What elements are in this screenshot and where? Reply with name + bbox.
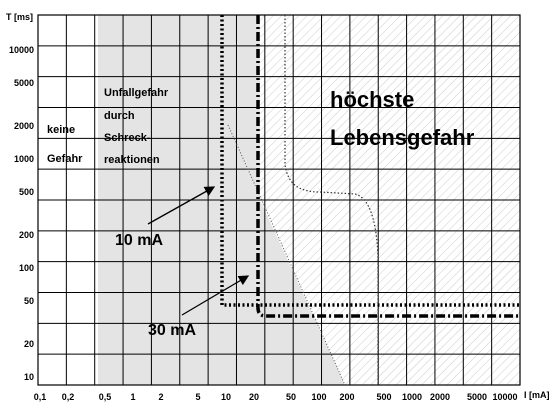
zone-label: reaktionen (104, 154, 160, 166)
line-10ma (220, 15, 520, 307)
x-tick-label: 2 (158, 392, 163, 402)
x-axis-label: I [mA] (524, 390, 550, 400)
y-tick-label: 20 (24, 339, 34, 349)
marker-label: 10 mA (115, 232, 163, 249)
marker-label: 30 mA (148, 322, 196, 339)
x-tick-label: 20 (249, 392, 259, 402)
zone-label: Lebensgefahr (330, 125, 475, 150)
y-tick-label: 100 (19, 263, 34, 273)
x-tick-label: 200 (339, 392, 354, 402)
line-30ma (256, 15, 520, 318)
zone-label: keine (47, 124, 75, 136)
x-tick-label: 50 (286, 392, 296, 402)
y-tick-label: 2000 (14, 121, 34, 131)
y-tick-label: 1000 (14, 154, 34, 164)
x-tick-label: 10000 (492, 392, 517, 402)
x-tick-label: 10 (221, 392, 231, 402)
y-axis-label: T [ms] (6, 12, 33, 22)
x-tick-label: 5000 (467, 392, 487, 402)
x-tick-label: 5 (195, 392, 200, 402)
x-tick-label: 0,2 (62, 392, 75, 402)
boundary-curve (284, 15, 379, 385)
y-tick-label: 50 (24, 296, 34, 306)
y-tick-label: 10000 (9, 45, 34, 55)
x-tick-label: 500 (376, 392, 391, 402)
grid (38, 15, 520, 385)
arrow-10ma (147, 186, 216, 225)
arrow-30ma (181, 275, 250, 316)
zone-label: höchste (330, 87, 414, 112)
y-tick-label: 5000 (14, 78, 34, 88)
frame (37, 14, 521, 386)
x-tick-label: 1 (130, 392, 135, 402)
y-tick-label: 500 (19, 187, 34, 197)
y-tick-label: 10 (24, 372, 34, 382)
zone-label: Schreck- (104, 132, 151, 144)
x-tick-label: 0,1 (34, 392, 47, 402)
zone-label: durch (104, 110, 135, 122)
zone-label: Gefahr (47, 153, 83, 165)
diagonal-boundary (227, 124, 346, 386)
x-tick-label: 100 (311, 392, 326, 402)
zone-label: Unfallgefahr (104, 87, 169, 99)
x-tick-label: 2000 (430, 392, 450, 402)
x-tick-label: 0,5 (99, 392, 112, 402)
x-tick-label: 1000 (402, 392, 422, 402)
y-tick-label: 200 (19, 230, 34, 240)
